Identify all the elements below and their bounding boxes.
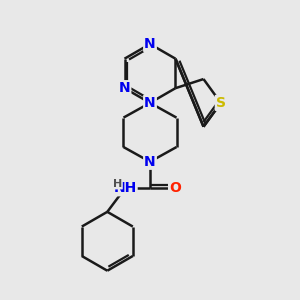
- Text: H: H: [113, 179, 122, 189]
- Text: N: N: [144, 37, 156, 51]
- Text: NH: NH: [113, 181, 136, 195]
- Text: O: O: [169, 181, 181, 195]
- Text: N: N: [144, 96, 156, 110]
- Text: S: S: [216, 96, 226, 110]
- Text: N: N: [144, 155, 156, 169]
- Text: N: N: [119, 81, 130, 95]
